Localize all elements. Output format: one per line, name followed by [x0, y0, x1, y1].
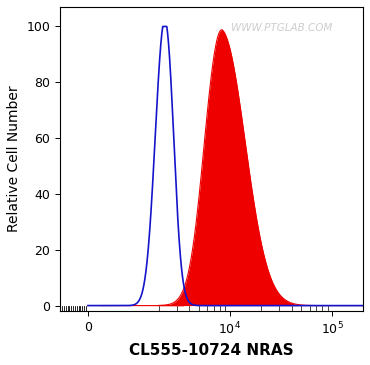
X-axis label: CL555-10724 NRAS: CL555-10724 NRAS	[129, 343, 294, 358]
Y-axis label: Relative Cell Number: Relative Cell Number	[7, 86, 21, 233]
Text: WWW.PTGLAB.COM: WWW.PTGLAB.COM	[231, 23, 332, 33]
